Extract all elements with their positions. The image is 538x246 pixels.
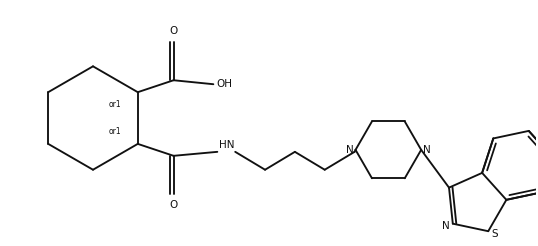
Text: O: O — [169, 200, 178, 210]
Text: HN: HN — [220, 140, 235, 150]
Text: OH: OH — [216, 79, 232, 89]
Text: O: O — [169, 27, 178, 36]
Text: N: N — [442, 221, 450, 231]
Text: or1: or1 — [109, 100, 122, 108]
Text: N: N — [423, 145, 431, 155]
Text: or1: or1 — [109, 127, 122, 137]
Text: N: N — [346, 145, 353, 155]
Text: S: S — [491, 229, 498, 239]
